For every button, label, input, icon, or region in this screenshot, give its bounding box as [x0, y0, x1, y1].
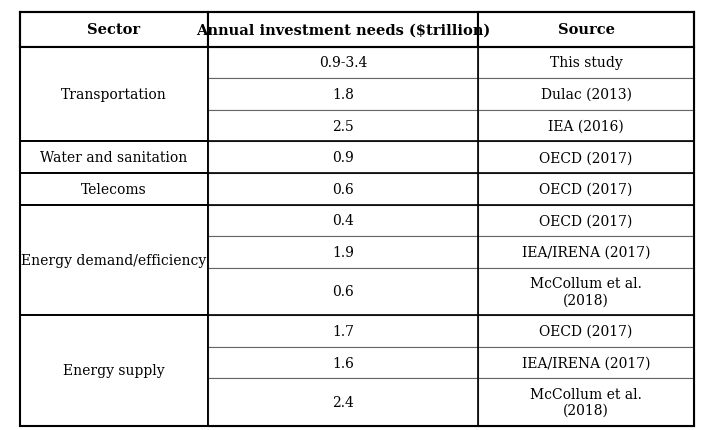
Bar	[478, 111, 694, 142]
Text: 0.6: 0.6	[332, 285, 354, 299]
Bar	[478, 347, 694, 378]
Bar	[208, 111, 478, 142]
Bar	[208, 237, 478, 268]
Text: This study: This study	[550, 56, 622, 70]
Bar	[478, 174, 694, 205]
Text: 2.5: 2.5	[332, 120, 354, 133]
Text: 0.9-3.4: 0.9-3.4	[319, 56, 367, 70]
Text: Source: Source	[558, 23, 615, 37]
Bar	[208, 316, 478, 347]
Text: Sector: Sector	[88, 23, 140, 37]
Text: IEA (2016): IEA (2016)	[548, 120, 624, 133]
Text: 0.6: 0.6	[332, 182, 354, 197]
Text: Transportation: Transportation	[61, 88, 167, 102]
Bar	[20, 316, 208, 426]
Bar	[478, 237, 694, 268]
Text: 1.9: 1.9	[332, 246, 354, 259]
Bar	[478, 48, 694, 79]
Text: 1.6: 1.6	[332, 356, 354, 370]
Text: 2.4: 2.4	[332, 395, 354, 409]
Bar	[478, 142, 694, 174]
Text: 0.4: 0.4	[332, 214, 354, 228]
Text: 1.7: 1.7	[332, 324, 354, 338]
Bar	[478, 205, 694, 236]
Text: Energy demand/efficiency: Energy demand/efficiency	[21, 253, 207, 267]
Bar	[208, 378, 478, 426]
Bar	[20, 48, 208, 142]
Text: OECD (2017): OECD (2017)	[540, 324, 633, 338]
Bar	[20, 142, 208, 174]
Bar	[208, 268, 478, 316]
Bar	[20, 205, 208, 316]
Bar	[208, 13, 478, 48]
Text: Annual investment needs ($trillion): Annual investment needs ($trillion)	[196, 23, 491, 37]
Bar	[208, 48, 478, 79]
Bar	[478, 268, 694, 316]
Bar	[20, 13, 208, 48]
Text: Dulac (2013): Dulac (2013)	[540, 88, 632, 102]
Bar	[478, 13, 694, 48]
Text: Telecoms: Telecoms	[81, 182, 147, 197]
Text: McCollum et al.
(2018): McCollum et al. (2018)	[530, 277, 642, 307]
Bar	[478, 316, 694, 347]
Bar	[208, 347, 478, 378]
Bar	[20, 174, 208, 205]
Text: 0.9: 0.9	[332, 151, 354, 165]
Text: OECD (2017): OECD (2017)	[540, 151, 633, 165]
Bar	[478, 378, 694, 426]
Bar	[478, 79, 694, 111]
Bar	[208, 205, 478, 236]
Text: Water and sanitation: Water and sanitation	[41, 151, 188, 165]
Text: 1.8: 1.8	[332, 88, 354, 102]
Text: Energy supply: Energy supply	[63, 364, 165, 378]
Text: OECD (2017): OECD (2017)	[540, 214, 633, 228]
Text: OECD (2017): OECD (2017)	[540, 182, 633, 197]
Bar	[208, 142, 478, 174]
Bar	[208, 174, 478, 205]
Text: McCollum et al.
(2018): McCollum et al. (2018)	[530, 387, 642, 417]
Text: IEA/IRENA (2017): IEA/IRENA (2017)	[522, 246, 651, 259]
Bar	[208, 79, 478, 111]
Text: IEA/IRENA (2017): IEA/IRENA (2017)	[522, 356, 651, 370]
